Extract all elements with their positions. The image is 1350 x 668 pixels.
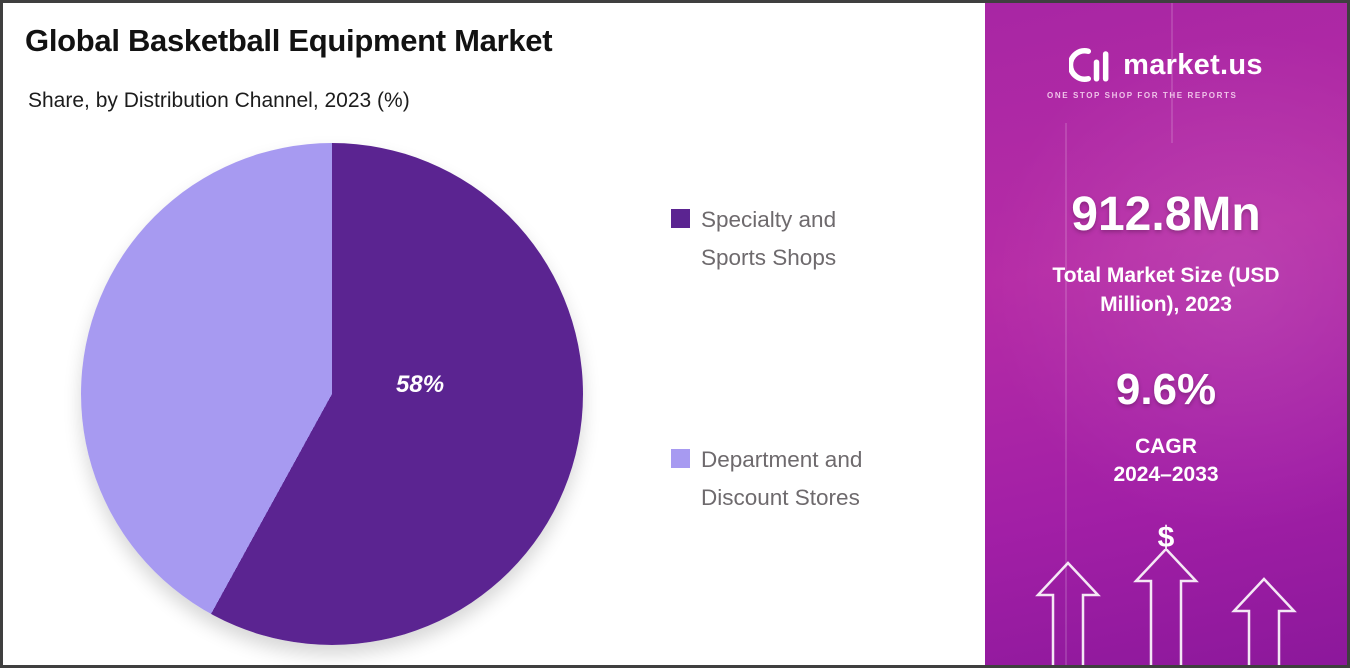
legend-label: Specialty and Sports Shops — [701, 207, 837, 270]
legend-item-specialty-sports-shops: Specialty and Sports Shops — [671, 201, 901, 277]
legend-swatch-icon — [671, 209, 690, 228]
up-arrow-icon — [1231, 577, 1297, 665]
cagr-label-line1: CAGR — [1135, 435, 1197, 458]
logo-tagline: ONE STOP SHOP FOR THE REPORTS — [1047, 91, 1238, 100]
growth-arrows-icon — [1035, 549, 1297, 665]
dollar-sign-icon: $ — [1157, 521, 1175, 554]
logo-wordmark: market.us — [1123, 48, 1263, 81]
legend-item-department-discount-stores: Department and Discount Stores — [671, 441, 901, 517]
marketus-logo: market.us ONE STOP SHOP FOR THE REPORTS — [985, 43, 1347, 100]
decorative-streak — [1065, 123, 1067, 665]
decorative-streak — [1171, 3, 1173, 143]
brand-panel: market.us ONE STOP SHOP FOR THE REPORTS … — [985, 3, 1347, 665]
cagr-label-line2: 2024–2033 — [1113, 463, 1219, 487]
up-arrow-icon — [1133, 549, 1199, 665]
cagr-value: 9.6% — [1115, 365, 1217, 414]
cagr-label: CAGR 2024–2033 — [985, 433, 1347, 490]
market-size-value: 912.8Mn — [1071, 188, 1261, 241]
legend-label: Department and Discount Stores — [701, 447, 863, 510]
page-subtitle: Share, by Distribution Channel, 2023 (%) — [28, 89, 410, 112]
pie-slice-data-label: 58% — [396, 371, 445, 398]
page-title: Global Basketball Equipment Market — [25, 23, 553, 58]
marketus-logo-icon — [1069, 48, 1109, 82]
market-size-label: Total Market Size (USD Million), 2023 — [1052, 264, 1280, 317]
up-arrow-icon — [1035, 561, 1101, 665]
chart-area: Global Basketball Equipment Market Share… — [3, 3, 977, 665]
legend-swatch-icon — [671, 449, 690, 468]
pie-chart — [81, 143, 583, 645]
